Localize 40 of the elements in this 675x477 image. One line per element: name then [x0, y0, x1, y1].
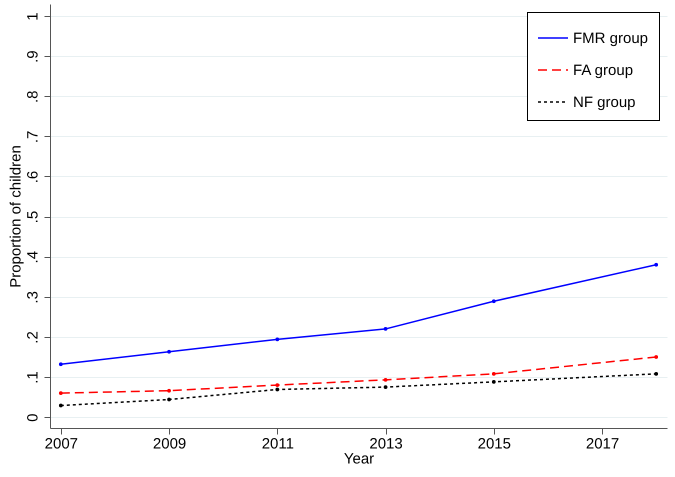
y-tick-label: 1: [24, 12, 42, 21]
x-tick-label: 2017: [586, 436, 620, 452]
x-tick-label: 2011: [262, 436, 294, 452]
point: [384, 378, 388, 382]
legend-label: NF group: [573, 94, 636, 111]
point: [384, 385, 388, 389]
y-tick-label: .7: [24, 130, 42, 144]
point: [167, 398, 171, 402]
x-tick-label: 2013: [369, 436, 403, 452]
point: [654, 355, 658, 359]
point: [275, 337, 280, 342]
y-tick-label: .5: [24, 210, 42, 224]
point: [167, 350, 171, 354]
point: [275, 388, 280, 392]
y-tick-label: .6: [24, 170, 42, 184]
point: [654, 262, 658, 267]
y-tick-label: .3: [24, 291, 42, 304]
point: [275, 383, 280, 387]
point: [58, 362, 63, 366]
y-tick-label: .4: [24, 250, 42, 264]
y-tick-label: .8: [24, 90, 42, 104]
point: [58, 404, 63, 408]
y-tick-label: .9: [24, 50, 42, 63]
point: [384, 327, 388, 331]
point: [58, 391, 63, 395]
point: [167, 388, 171, 393]
point: [492, 299, 496, 304]
x-axis-title: Year: [344, 450, 374, 468]
legend-label: FA group: [573, 62, 634, 79]
y-tick-label: 0: [24, 413, 42, 422]
x-tick-label: 2007: [44, 436, 78, 452]
y-tick-label: .1: [24, 371, 42, 384]
x-tick-label: 2009: [152, 436, 186, 452]
y-axis-title: Proportion of children: [8, 145, 24, 288]
point: [654, 372, 658, 376]
point: [492, 380, 496, 384]
point: [492, 372, 496, 376]
x-tick-label: 2015: [478, 436, 511, 452]
legend-label: FMR group: [573, 30, 648, 47]
y-tick-label: .2: [24, 331, 42, 344]
